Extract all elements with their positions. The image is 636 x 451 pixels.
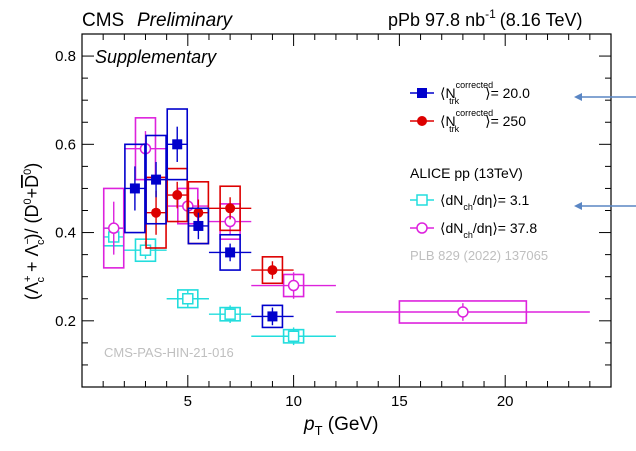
x-tick-label: 20 [497,393,514,410]
data-point [287,279,300,292]
legend-label: ⟨dNch/dη⟩= 3.1 [440,192,530,212]
x-tick-label: 10 [285,393,302,410]
x-tick-label: 15 [391,393,408,410]
legend-label: ⟨dNch/dη⟩= 37.8 [440,220,537,240]
legend: ⟨Ncorrected trk ⟩= 20.0⟨Ncorrected trk ⟩= 25… [410,80,537,240]
legend-label: ⟨Ncorrected trk ⟩= 250 [440,108,526,134]
legend-label: ⟨Ncorrected trk ⟩= 20.0 [440,80,530,106]
y-tick-label: 0.6 [55,136,76,153]
annotation-arrows [574,93,636,210]
data-point [225,247,236,258]
y-tick-label: 0.2 [55,313,76,330]
series-0 [124,108,294,329]
header-lumi: pPb 97.8 nb-1 (8.16 TeV) [388,7,582,30]
arrow-head [574,93,582,101]
plot-frame [81,33,612,388]
y-axis-title: (Λ+c + Λ−c)/ (D0+D0) [22,163,47,300]
arrow-head [574,202,582,210]
data-point [107,222,120,234]
supplementary-label: Supplementary [95,47,217,67]
data-point [151,174,162,185]
data-point [225,203,236,214]
data-point [287,330,300,343]
data-point [267,265,278,276]
legend-marker [416,194,428,206]
pas-tag: CMS-PAS-HIN-21-016 [104,345,234,360]
data-point [172,139,183,150]
data-point [193,220,204,231]
axes: 5 10 15 20 0.2 0.4 0.6 0.8 [55,34,611,410]
data-point [182,293,194,305]
legend-marker [417,88,427,98]
data-point [172,190,183,201]
legend-marker [417,116,427,126]
ref-tag: PLB 829 (2022) 137065 [410,248,548,263]
data-point [457,306,469,318]
data-point [129,183,140,194]
legend-marker [416,222,428,234]
header-cms: CMS [82,10,124,31]
header-preliminary: Preliminary [137,10,234,31]
data-point [267,311,278,322]
y-tick-label: 0.4 [55,225,76,242]
x-tick-label: 5 [184,393,192,410]
y-tick-label: 0.8 [55,48,76,65]
data-marks [102,108,590,346]
x-axis-title: pT (GeV) [303,414,378,438]
data-point [224,308,236,320]
data-point [151,207,162,218]
alice-header: ALICE pp (13TeV) [410,165,523,181]
